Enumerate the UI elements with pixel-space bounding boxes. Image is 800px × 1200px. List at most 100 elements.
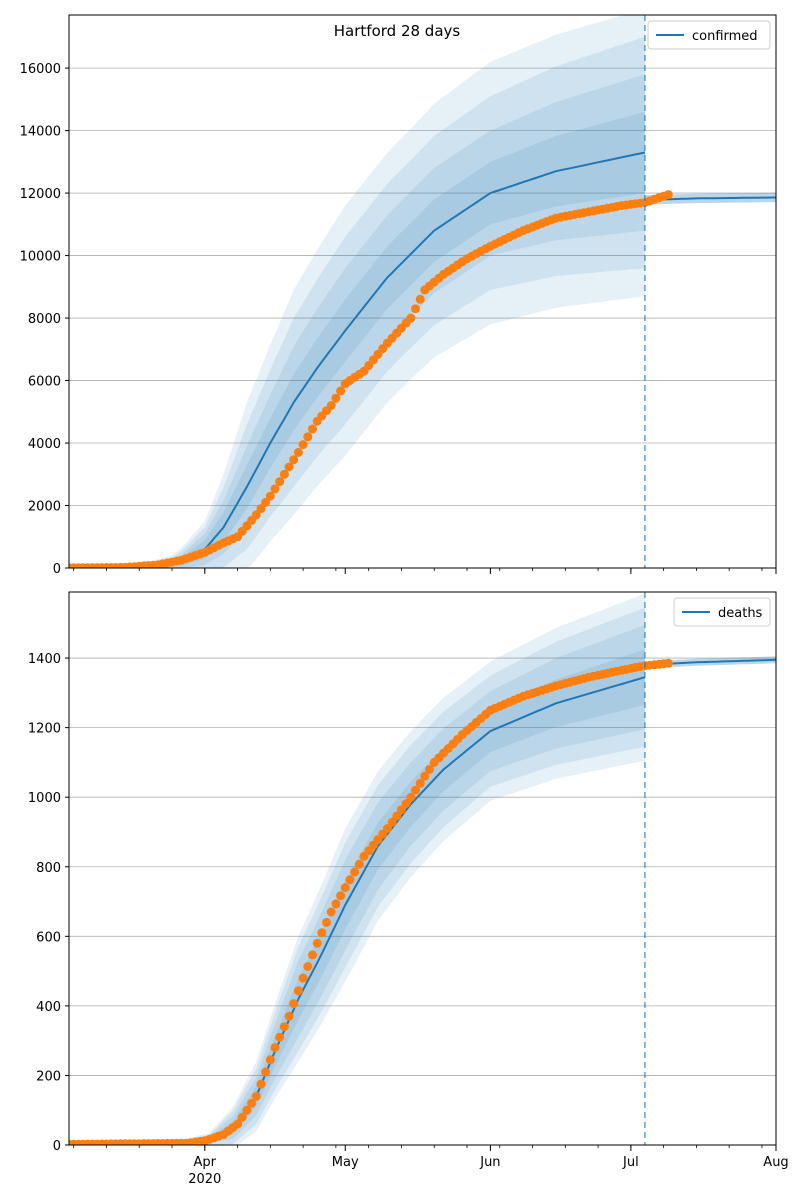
observed-point bbox=[303, 432, 313, 442]
y-tick-label: 10000 bbox=[20, 250, 61, 265]
observed-point bbox=[336, 891, 346, 901]
observed-point bbox=[279, 469, 289, 479]
y-tick-label: 2000 bbox=[28, 500, 61, 515]
observed-point bbox=[242, 1105, 252, 1115]
observed-point bbox=[308, 424, 317, 434]
axes-frame bbox=[68, 591, 777, 1146]
y-tick-label: 0 bbox=[53, 1139, 61, 1154]
observed-point bbox=[406, 792, 416, 802]
observed-point bbox=[289, 455, 299, 465]
observed-point bbox=[265, 491, 275, 501]
observed-point bbox=[265, 1055, 275, 1065]
legend: deaths bbox=[673, 597, 771, 627]
observed-point bbox=[336, 386, 346, 396]
observed-point bbox=[350, 867, 360, 877]
observed-point bbox=[401, 799, 411, 808]
observed-point bbox=[411, 785, 420, 795]
observed-point bbox=[275, 477, 285, 487]
x-tick-label: Jul bbox=[622, 1155, 639, 1170]
y-tick-label: 1400 bbox=[28, 652, 61, 667]
observed-point bbox=[289, 999, 299, 1009]
observed-point bbox=[298, 973, 308, 983]
confirmed-panel: 0 2000 4000 6000 8000 10000 12000 14000 16000 con… bbox=[20, 14, 777, 577]
x-tick-label: Aug bbox=[763, 1155, 788, 1170]
y-tick-label: 400 bbox=[36, 1000, 61, 1015]
legend-label: deaths bbox=[718, 606, 763, 621]
plot-area bbox=[69, 593, 776, 1145]
legend-box bbox=[673, 597, 771, 627]
legend-box bbox=[647, 20, 771, 50]
observed-point bbox=[345, 875, 355, 885]
observed-point bbox=[382, 824, 392, 833]
observed-point bbox=[293, 986, 303, 996]
x-tick-label: May bbox=[332, 1155, 359, 1170]
observed-point bbox=[298, 440, 308, 450]
observed-point bbox=[326, 907, 336, 917]
axes-frame bbox=[68, 14, 777, 569]
y-tick-label: 16000 bbox=[20, 62, 61, 77]
observed-point bbox=[270, 484, 280, 494]
observed-point bbox=[312, 938, 322, 948]
observed-point bbox=[270, 1043, 280, 1053]
observed-point bbox=[354, 859, 364, 869]
observed-point bbox=[326, 401, 336, 410]
x-tick-label: Jun bbox=[479, 1155, 500, 1170]
confidence-band bbox=[69, 649, 645, 1145]
y-tick-label: 1000 bbox=[28, 791, 61, 806]
confidence-band bbox=[69, 607, 645, 1145]
observed-point bbox=[247, 1098, 257, 1108]
observed-point bbox=[261, 497, 271, 507]
observed-point bbox=[261, 1067, 271, 1077]
observed-point bbox=[331, 899, 341, 909]
observed-point bbox=[275, 1032, 285, 1042]
observed-point bbox=[415, 778, 425, 788]
y-tick-label: 14000 bbox=[20, 125, 61, 140]
y-tick-label: 12000 bbox=[20, 187, 61, 202]
y-tick-label: 4000 bbox=[28, 437, 61, 452]
observed-point bbox=[406, 313, 416, 323]
x-tick-sublabel: 2020 bbox=[188, 1172, 221, 1187]
deaths-panel: 0 200 400 600 800 1000 1200 1400 Apr 2020 May Jun Ju… bbox=[28, 591, 789, 1187]
y-tick-label: 200 bbox=[36, 1069, 61, 1084]
observed-point bbox=[237, 1112, 247, 1122]
y-tick-label: 8000 bbox=[28, 312, 61, 327]
observed-point bbox=[303, 962, 313, 971]
observed-point bbox=[284, 1011, 294, 1021]
confidence-band bbox=[69, 111, 645, 568]
observed-point bbox=[317, 928, 327, 938]
x-tick-label: Apr bbox=[194, 1155, 217, 1170]
observed-point bbox=[251, 510, 261, 520]
observed-point bbox=[251, 1091, 261, 1101]
observed-point bbox=[663, 658, 673, 668]
confidence-band bbox=[69, 74, 645, 568]
legend: confirmed bbox=[647, 20, 771, 50]
y-tick-label: 1200 bbox=[28, 722, 61, 737]
observed-point bbox=[420, 771, 430, 781]
observed-point bbox=[256, 504, 266, 514]
observed-point bbox=[284, 462, 294, 472]
observed-point bbox=[256, 1079, 266, 1089]
confidence-band bbox=[69, 15, 645, 568]
confidence-band bbox=[69, 36, 645, 568]
observed-point bbox=[233, 1119, 243, 1129]
observed-point bbox=[411, 304, 420, 314]
observed-point bbox=[340, 883, 350, 893]
observed-point bbox=[308, 950, 317, 960]
observed-point bbox=[331, 393, 341, 403]
legend-label: confirmed bbox=[692, 29, 758, 44]
observed-point bbox=[396, 805, 406, 815]
y-tick-label: 600 bbox=[36, 930, 61, 945]
y-tick-label: 0 bbox=[53, 562, 61, 577]
observed-point bbox=[663, 190, 673, 200]
observed-point bbox=[322, 917, 331, 927]
chart-title: Hartford 28 days bbox=[334, 22, 461, 40]
observed-point bbox=[392, 811, 402, 821]
observed-point bbox=[279, 1022, 289, 1032]
observed-point bbox=[425, 764, 434, 774]
y-tick-label: 800 bbox=[36, 861, 61, 876]
plot-area bbox=[69, 15, 776, 568]
observed-point bbox=[387, 817, 397, 827]
y-tick-label: 6000 bbox=[28, 375, 61, 390]
observed-point bbox=[415, 294, 425, 304]
